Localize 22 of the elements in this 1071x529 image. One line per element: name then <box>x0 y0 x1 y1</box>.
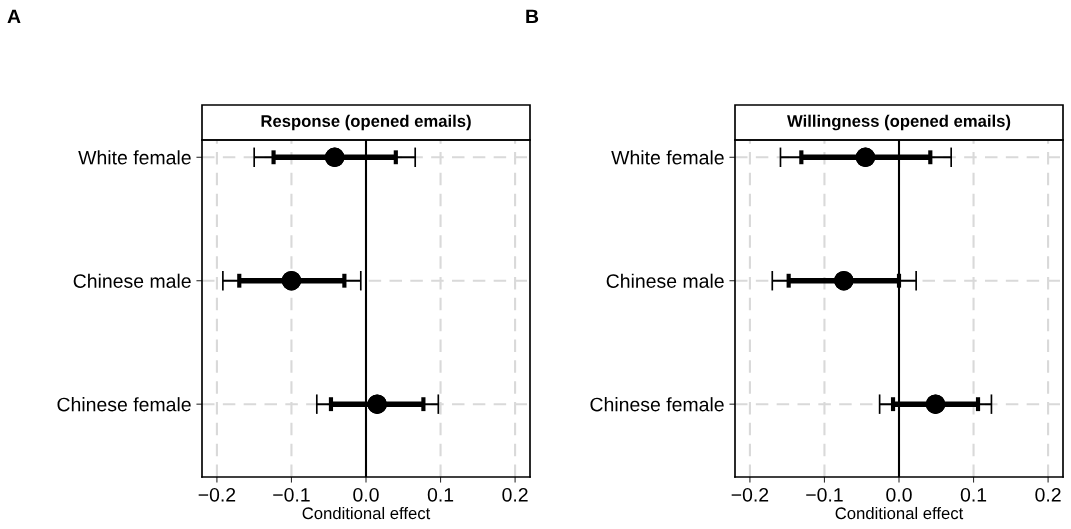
x-tick-label: 0.0 <box>353 487 379 502</box>
chart-title: Response (opened emails) <box>261 114 471 131</box>
text: A <box>7 9 21 24</box>
x-tick-label: 0.1 <box>427 487 454 502</box>
x-tick-label: −0.2 <box>731 487 769 502</box>
chart-title: Willingness (opened emails) <box>787 114 1011 131</box>
y-tick-label: White female <box>78 150 191 165</box>
x-axis-title: Conditional effect <box>302 506 431 520</box>
x-tick-label: −0.1 <box>806 487 843 502</box>
x-tick-label: 0.1 <box>960 487 987 502</box>
x-tick-label: 0.2 <box>502 487 528 502</box>
y-tick-label: Chinese female <box>57 397 191 412</box>
y-tick-label: Chinese male <box>73 273 191 288</box>
y-tick-label: Chinese male <box>606 273 724 288</box>
x-tick-label: −0.2 <box>198 487 236 502</box>
x-tick-label: 0.2 <box>1035 487 1061 502</box>
y-tick-label: Chinese female <box>590 397 724 412</box>
text: B <box>526 9 539 24</box>
x-tick-label: 0.0 <box>886 487 912 502</box>
y-tick-label: White female <box>611 150 724 165</box>
x-tick-label: −0.1 <box>273 487 310 502</box>
x-axis-title: Conditional effect <box>835 506 964 520</box>
